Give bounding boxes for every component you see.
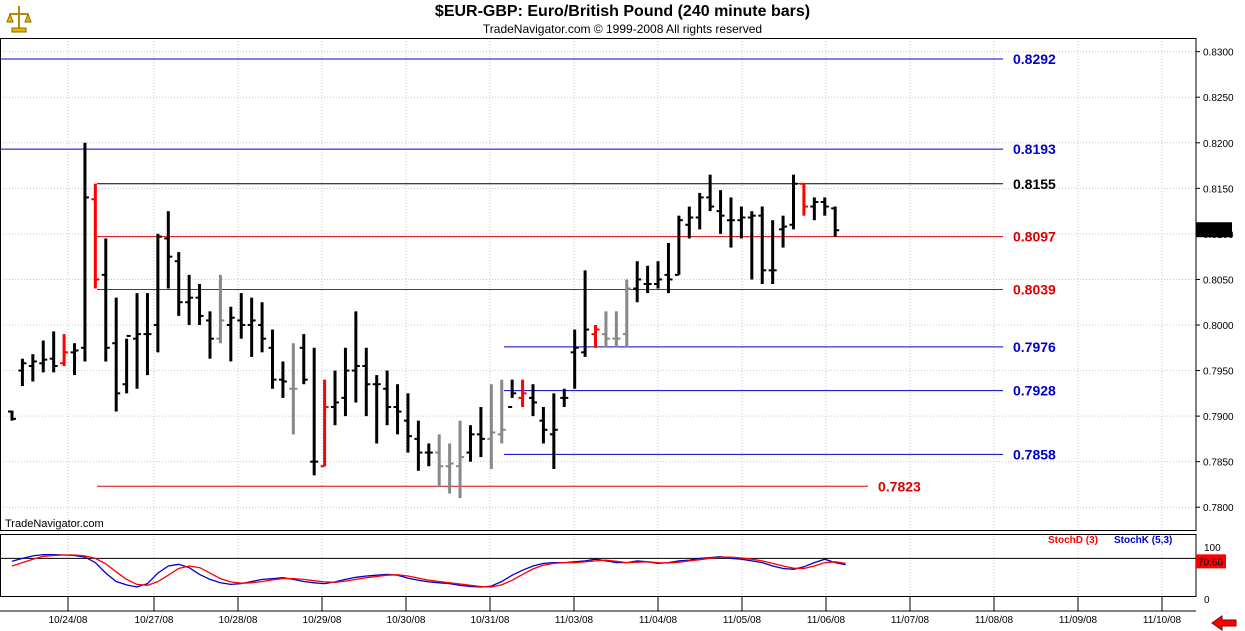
grid-lines (0, 38, 1196, 596)
y-tick-label: 0.7800 (1203, 503, 1234, 514)
y-tick-label: 0.7900 (1203, 412, 1234, 423)
y-tick-label: 0.8000 (1203, 321, 1234, 332)
chart-header: $EUR-GBP: Euro/British Pound (240 minute… (0, 0, 1245, 38)
price-panel-frame (0, 38, 1197, 531)
level-lines: 0.8292 0.8193 0.8155 0.8097 0.8039 0.7976 0.79… (0, 51, 1056, 494)
copyright-text: TradeNavigator.com © 1999-2008 All right… (482, 22, 763, 36)
level-label: 0.7858 (1013, 446, 1056, 462)
level-label: 0.8292 (1013, 51, 1056, 67)
x-tick-label: 11/09/08 (1059, 615, 1098, 626)
y-tick-label: 0.7850 (1203, 458, 1234, 469)
x-tick-label: 10/30/08 (387, 615, 426, 626)
y-tick-label: 0.8200 (1203, 139, 1234, 150)
y-tick-label: 0.8300 (1203, 48, 1234, 59)
price-bars (8, 142, 840, 499)
scroll-left-arrow-icon (1211, 615, 1237, 631)
level-label: 0.8155 (1013, 176, 1056, 192)
y-tick-label: 0.8250 (1203, 93, 1234, 104)
axes: 0.83000.82500.82000.81500.81000.80500.80… (0, 38, 1237, 631)
x-tick-label: 10/29/08 (303, 615, 342, 626)
stoch-panel-frame (0, 534, 1197, 597)
level-label: 0.8039 (1013, 281, 1056, 297)
level-label: 0.7928 (1013, 383, 1056, 399)
last-price-badge (1196, 222, 1232, 238)
watermark-text: TradeNavigator.com (5, 518, 104, 530)
y-tick-label: 0.8150 (1203, 184, 1234, 195)
x-tick-label: 11/07/08 (891, 615, 930, 626)
x-tick-label: 10/28/08 (219, 615, 258, 626)
chart-title: $EUR-GBP: Euro/British Pound (240 minute… (434, 3, 811, 20)
y-tick-label: 0.8050 (1203, 275, 1234, 286)
stoch-tick-label: 0 (1204, 595, 1210, 606)
x-tick-label: 11/06/08 (807, 615, 846, 626)
legend-stoch-d: StochD (3) (1048, 535, 1098, 546)
legend-stoch-k: StochK (5,3) (1114, 535, 1172, 546)
x-tick-label: 10/27/08 (135, 615, 174, 626)
level-label: 0.7823 (878, 478, 921, 494)
trade-navigator-logo-icon (6, 6, 32, 33)
x-tick-label: 11/03/08 (555, 615, 594, 626)
stoch-k-line (11, 553, 846, 588)
stoch-d-line (11, 554, 846, 588)
x-tick-label: 11/05/08 (723, 615, 762, 626)
stoch-last-label: 70.60 (1198, 557, 1223, 568)
stochastic-panel: StochD (3) StochK (5,3) (0, 535, 1196, 588)
x-tick-label: 11/08/08 (975, 615, 1014, 626)
level-label: 0.7976 (1013, 339, 1056, 355)
stoch-last-badge (1196, 554, 1226, 569)
stoch-tick-label: 100 (1204, 543, 1221, 554)
last-price-label: 0.8104 (1199, 226, 1230, 237)
x-tick-label: 10/24/08 (49, 615, 88, 626)
x-tick-label: 11/04/08 (639, 615, 678, 626)
level-label: 0.8097 (1013, 229, 1056, 245)
level-label: 0.8193 (1013, 141, 1056, 157)
x-tick-label: 10/31/08 (471, 615, 510, 626)
x-tick-label: 11/10/08 (1143, 615, 1182, 626)
y-tick-label: 0.7950 (1203, 367, 1234, 378)
